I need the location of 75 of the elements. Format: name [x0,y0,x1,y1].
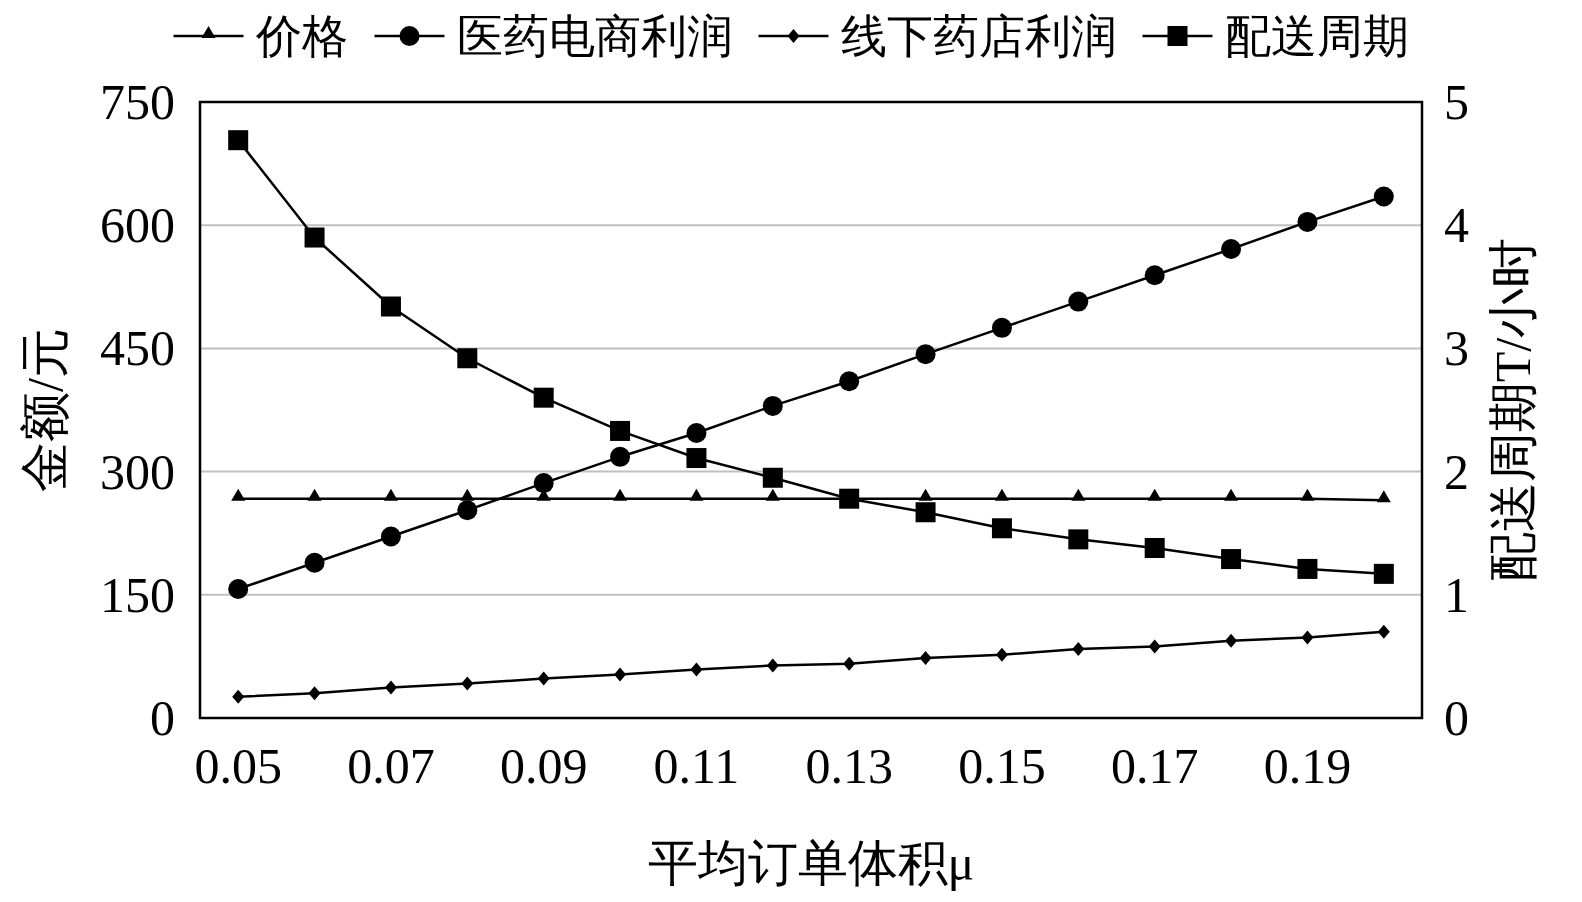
y2-tick-label: 1 [1444,566,1469,623]
point [766,658,779,673]
point [1144,537,1165,558]
y-tick-label: 300 [100,443,175,500]
point [1377,624,1390,639]
point [232,689,245,704]
point [1373,186,1394,207]
y2-tick-label: 4 [1444,197,1469,254]
point [614,667,627,682]
point [457,348,478,369]
point [839,371,860,392]
x-tick-label: 0.07 [347,738,435,794]
point [1068,291,1089,312]
point [384,680,397,695]
x-tick-label: 0.11 [653,738,740,794]
y-tick-label: 600 [100,197,175,254]
point [1068,529,1089,550]
point [915,344,936,365]
point [762,395,783,416]
y2-tick-label: 2 [1444,443,1469,500]
y-tick-label: 750 [100,74,175,130]
point [915,502,936,523]
y2-tick-label: 0 [1444,690,1469,746]
point [304,227,325,248]
y2-axis-title: 配送周期T/小时 [1485,237,1541,583]
legend-label: 线下药店利润 [840,11,1117,62]
point [1297,211,1318,232]
point [991,518,1012,539]
point [1148,639,1161,654]
point [919,651,932,666]
legend-label: 医药电商利润 [456,11,733,62]
point [686,423,707,443]
y-tick-label: 0 [150,690,175,746]
y2-tick-label: 3 [1444,320,1469,377]
point [1297,558,1318,579]
point [304,552,325,573]
legend-label: 价格 [254,11,348,62]
point [762,467,783,488]
x-axis-title: 平均订单体积μ [647,835,975,891]
point [1373,563,1394,584]
point [228,579,249,600]
point [457,500,478,521]
point [843,656,856,671]
x-tick-label: 0.09 [499,738,588,794]
point [839,488,860,509]
x-tick-label: 0.17 [1110,738,1199,794]
point [380,296,401,317]
y-tick-label: 150 [100,566,175,623]
point [1301,630,1314,645]
point [610,420,631,441]
point [461,676,474,691]
point [308,686,321,701]
point [610,446,631,467]
point [533,387,554,408]
x-tick-label: 0.13 [805,738,893,794]
y-tick-label: 450 [100,320,175,377]
point [690,662,703,677]
point [533,473,554,494]
point [228,130,249,151]
point [1221,239,1242,260]
y-axis-title: 金额/元 [17,328,73,492]
y2-tick-label: 5 [1444,74,1469,130]
point [995,647,1008,662]
point [686,448,707,469]
point [1072,642,1085,657]
point [1225,633,1238,648]
x-tick-label: 0.15 [958,738,1046,794]
point [991,317,1012,338]
point [1144,265,1165,286]
legend-label: 配送周期 [1224,11,1409,62]
x-tick-label: 0.19 [1263,738,1352,794]
point [380,526,401,547]
point [537,671,550,686]
point [1221,549,1242,570]
x-tick-label: 0.05 [194,738,282,794]
